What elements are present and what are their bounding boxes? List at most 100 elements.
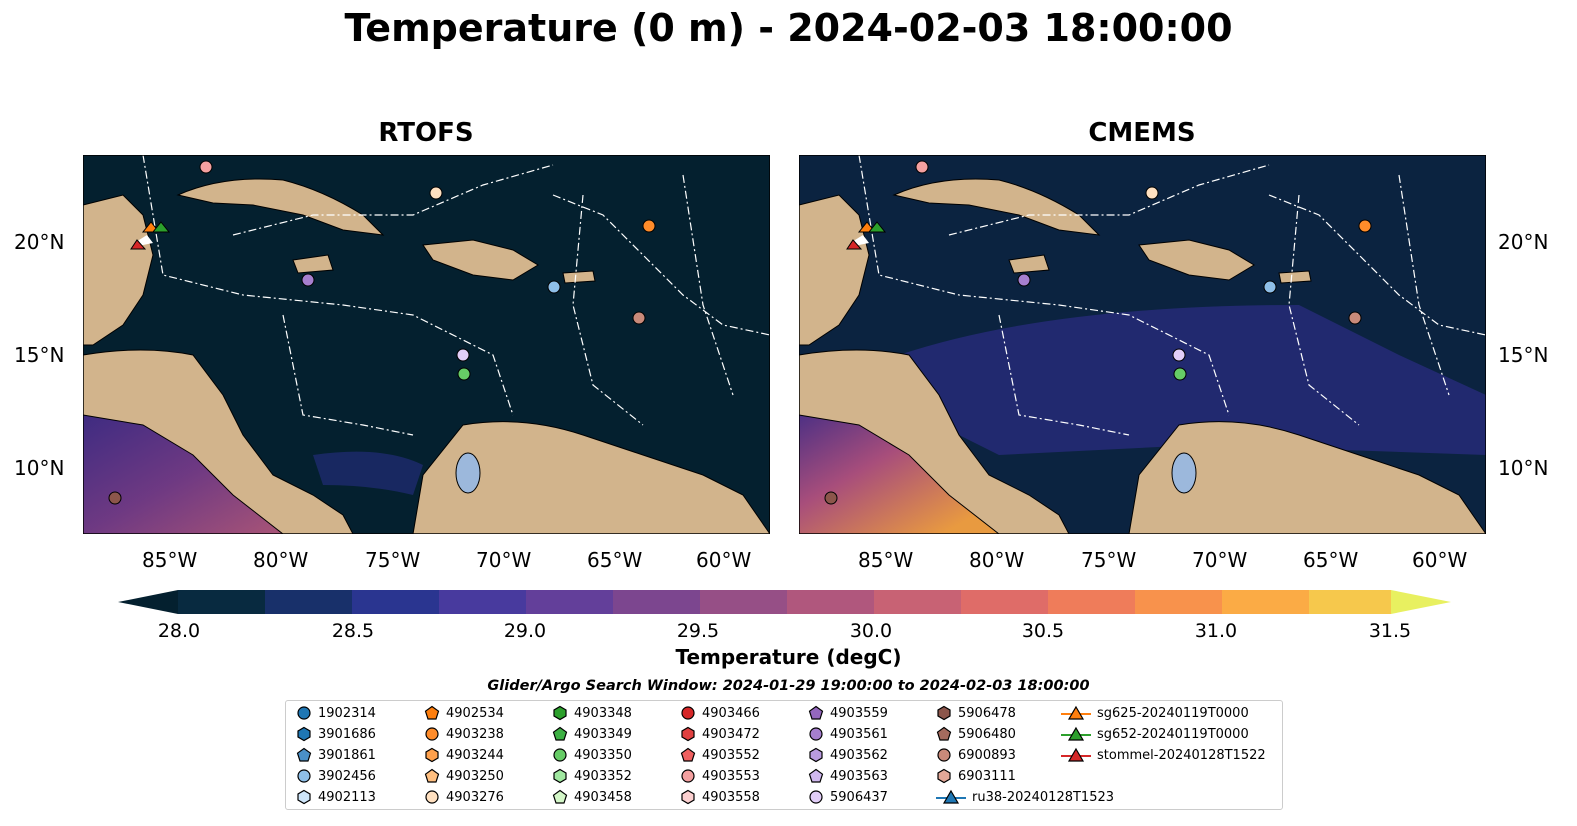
hexagon-marker-icon	[937, 768, 951, 784]
legend-label: 4903561	[830, 726, 888, 742]
hexagon-marker-icon	[681, 726, 695, 742]
triangle-marker-icon	[1061, 747, 1091, 762]
legend-label: 6903111	[958, 768, 1016, 784]
legend-item: 5906478	[936, 703, 1016, 723]
circle-marker-icon	[809, 727, 823, 741]
glider-stommel-marker	[846, 239, 863, 250]
legend-item: 4903238	[424, 724, 504, 744]
circle-marker-icon	[297, 769, 311, 783]
hexagon-marker-icon	[681, 789, 695, 805]
eez-boundaries	[858, 155, 1486, 436]
pentagon-marker-icon	[296, 747, 312, 762]
hexagon-marker-icon	[553, 768, 567, 784]
legend-label: sg652-20240119T0000	[1097, 726, 1249, 742]
legend-item: ru38-20240128T1523	[936, 787, 1114, 807]
pentagon-marker-icon	[808, 768, 824, 783]
float-marker	[1173, 367, 1187, 381]
legend: 1902314 3901686 3901861 3902456 4902113 49025…	[285, 700, 1283, 810]
float-marker	[915, 160, 929, 174]
colorbar-segment	[787, 590, 874, 614]
jamaica-land	[1008, 254, 1050, 274]
lon-tick-label: 60°W	[1412, 548, 1468, 572]
legend-label: stommel-20240128T1522	[1097, 747, 1266, 763]
lon-tick-label: 80°W	[253, 548, 309, 572]
legend-item: 3901861	[296, 745, 376, 765]
legend-item: 1902314	[296, 703, 376, 723]
central-america-land	[83, 349, 354, 534]
puerto-rico-land	[1278, 270, 1312, 284]
pentagon-marker-icon	[552, 789, 568, 804]
legend-label: 4902113	[318, 789, 376, 805]
legend-item: 4903552	[680, 745, 760, 765]
colorbar-tick-label: 29.0	[503, 620, 547, 642]
colorbar-tick-label: 29.5	[676, 620, 720, 642]
legend-item: 4903352	[552, 766, 632, 786]
lake-maracaibo	[1171, 452, 1197, 494]
legend-label: 5906480	[958, 726, 1016, 742]
legend-label: 4903558	[702, 789, 760, 805]
lat-tick-label: 15°N	[1498, 343, 1549, 367]
hexagon-marker-icon	[425, 747, 439, 763]
lon-tick-label: 70°W	[1192, 548, 1248, 572]
legend-item: sg625-20240119T0000	[1061, 703, 1249, 723]
pentagon-marker-icon	[552, 726, 568, 741]
legend-item: 4903350	[552, 745, 632, 765]
colorbar-extend-high	[1391, 590, 1451, 614]
float-marker	[824, 491, 838, 505]
float-marker	[199, 160, 213, 174]
legend-label: 4903349	[574, 726, 632, 742]
legend-label: 4902534	[446, 705, 504, 721]
legend-label: 3901686	[318, 726, 376, 742]
legend-item: 4903349	[552, 724, 632, 744]
cuba-land	[176, 178, 385, 236]
legend-item: 4903458	[552, 787, 632, 807]
hexagon-marker-icon	[297, 726, 311, 742]
legend-label: 5906478	[958, 705, 1016, 721]
colorbar-segment	[526, 590, 613, 614]
pentagon-marker-icon	[936, 726, 952, 741]
colorbar-tick-label: 30.5	[1021, 620, 1065, 642]
south-america-land	[412, 421, 770, 534]
legend-label: 4903552	[702, 747, 760, 763]
legend-label: 4903466	[702, 705, 760, 721]
lat-tick-label: 10°N	[1498, 456, 1549, 480]
legend-label: 4903352	[574, 768, 632, 784]
legend-label: 1902314	[318, 705, 376, 721]
legend-item: stommel-20240128T1522	[1061, 745, 1266, 765]
colorbar-segment	[1309, 590, 1391, 614]
legend-label: 4903472	[702, 726, 760, 742]
legend-item: 4903563	[808, 766, 888, 786]
legend-label: 4903458	[574, 789, 632, 805]
hexagon-marker-icon	[809, 747, 823, 763]
lon-tick-label: 75°W	[365, 548, 421, 572]
legend-label: 4903244	[446, 747, 504, 763]
circle-marker-icon	[681, 769, 695, 783]
legend-item: 4903562	[808, 745, 888, 765]
colorbar-tick-label: 30.0	[849, 620, 893, 642]
legend-label: 4903250	[446, 768, 504, 784]
legend-label: 4903350	[574, 747, 632, 763]
lon-tick-label: 75°W	[1081, 548, 1137, 572]
caribbean-warm-water	[899, 305, 1486, 455]
colorbar-segment	[874, 590, 961, 614]
legend-item: 6903111	[936, 766, 1016, 786]
pentagon-marker-icon	[808, 705, 824, 720]
legend-label: 4903563	[830, 768, 888, 784]
lon-tick-label: 85°W	[858, 548, 914, 572]
lat-tick-label: 15°N	[14, 343, 65, 367]
legend-item: 5906437	[808, 787, 888, 807]
colorbar-segment	[1135, 590, 1222, 614]
circle-marker-icon	[681, 706, 695, 720]
legend-item: 3902456	[296, 766, 376, 786]
circle-marker-icon	[425, 727, 439, 741]
lon-tick-label: 80°W	[969, 548, 1025, 572]
circle-marker-icon	[425, 790, 439, 804]
yucatan-land	[83, 194, 154, 346]
legend-item: 4902534	[424, 703, 504, 723]
legend-item: 4903561	[808, 724, 888, 744]
circle-marker-icon	[809, 790, 823, 804]
south-america-land	[1128, 421, 1486, 534]
legend-item: 4902113	[296, 787, 376, 807]
panel-title-rtofs: RTOFS	[378, 118, 474, 148]
circle-marker-icon	[553, 748, 567, 762]
